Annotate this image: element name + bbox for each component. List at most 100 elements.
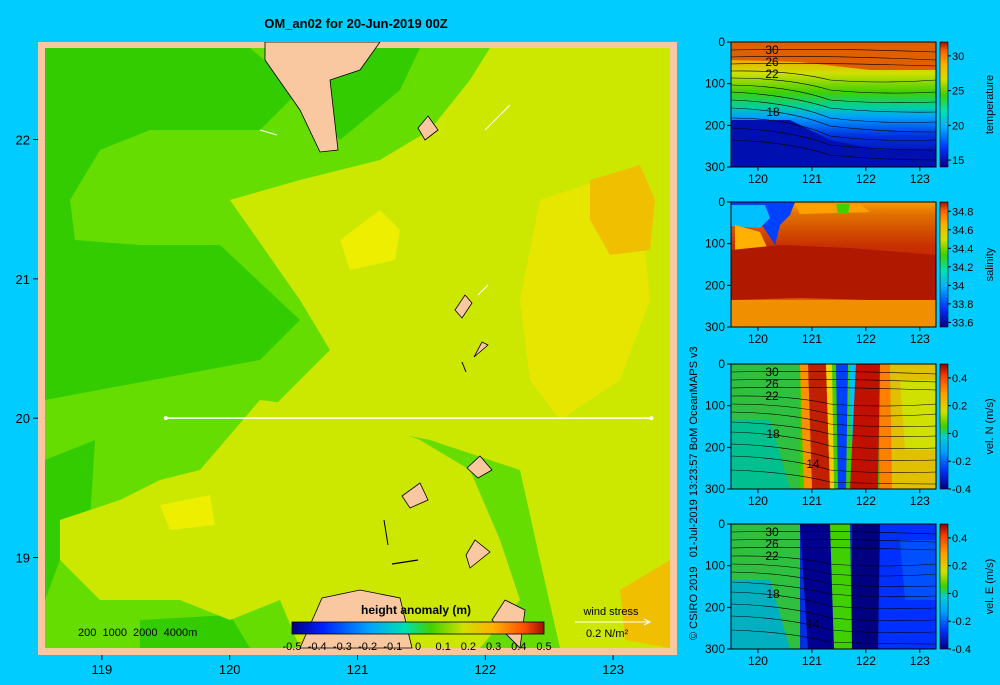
- salinity-colorbar: [939, 201, 949, 328]
- section-x-tick-label: 122: [856, 654, 876, 668]
- section-x-tick-label: 121: [802, 332, 822, 346]
- colorbar-tick-label: 0.4: [511, 641, 526, 653]
- colorbar-tick-label: -0.1: [383, 641, 402, 653]
- section-x-tick-label: 120: [748, 494, 768, 508]
- colorbar-tick-label: 20: [952, 120, 964, 132]
- contour-label: 26: [765, 537, 779, 551]
- section-y-tick-label: 0: [718, 357, 725, 371]
- colorbar-tick-label: 30: [952, 51, 964, 63]
- colorbar-tick-label: 34: [952, 280, 964, 292]
- colorbar-tick-label: -0.4: [952, 484, 971, 496]
- section-y-tick-label: 100: [705, 559, 725, 573]
- colorbar-tick-label: 0: [952, 428, 958, 440]
- colorbar-tick-label: 34.8: [952, 206, 973, 218]
- colorbar-tick-label: -0.4: [952, 644, 971, 656]
- section-y-tick-label: 200: [705, 118, 725, 132]
- section-x-tick-label: 123: [910, 654, 930, 668]
- map-x-tick-label: 123: [602, 662, 624, 677]
- contour-label: 22: [765, 67, 779, 81]
- section-y-tick-label: 200: [705, 440, 725, 454]
- section-x-tick-label: 120: [748, 332, 768, 346]
- section-y-tick-label: 100: [705, 237, 725, 251]
- colorbar-tick-label: -0.2: [952, 616, 971, 628]
- map-x-tick-label: 122: [474, 662, 496, 677]
- salinity-panel: 120 121 122 123 0 100 200 300 33.6 33.8 34 34.2 34.4…: [705, 195, 996, 346]
- colorbar-tick-label: 34.2: [952, 262, 973, 274]
- section-x-tick-label: 123: [910, 332, 930, 346]
- map-x-tick-label: 119: [92, 662, 113, 677]
- contour-label: 18: [766, 105, 780, 119]
- section-y-tick-label: 300: [705, 320, 725, 334]
- temperature-colorbar: [939, 41, 949, 168]
- colorbar-tick-label: 0.2: [952, 561, 967, 573]
- colorbar-tick-label: 0.2: [952, 401, 967, 413]
- colorbar-tick-label: -0.5: [283, 641, 302, 653]
- section-y-tick-label: 0: [718, 35, 725, 49]
- section-y-tick-label: 200: [705, 600, 725, 614]
- contour-label: 30: [765, 365, 779, 379]
- contour-label: 22: [765, 389, 779, 403]
- map-y-tick-label: 20: [16, 411, 30, 426]
- vel-n-colorbar: [939, 363, 949, 490]
- colorbar-tick-label: -0.3: [333, 641, 352, 653]
- section-y-tick-label: 0: [718, 517, 725, 531]
- colorbar-tick-label: 25: [952, 86, 964, 98]
- contour-label: 14: [806, 457, 820, 471]
- section-x-tick-label: 120: [748, 172, 768, 186]
- section-x-tick-label: 122: [856, 494, 876, 508]
- colorbar-tick-label: 0.5: [536, 641, 551, 653]
- colorbar-tick-label: -0.4: [308, 641, 327, 653]
- colorbar-tick-label: 15: [952, 155, 964, 167]
- bathymetry-legend: 200 1000 2000 4000m: [78, 627, 197, 639]
- colorbar-label: vel. N (m/s): [984, 398, 996, 454]
- section-x-tick-label: 123: [910, 494, 930, 508]
- colorbar-ticks: -0.5 -0.4 -0.3 -0.2 -0.1 0 0.1 0.2 0.3 0.4 0.5: [283, 641, 552, 653]
- map-y-tick-label: 21: [16, 272, 30, 287]
- contour-label: 26: [765, 377, 779, 391]
- section-y-tick-label: 0: [718, 195, 725, 209]
- colorbar-label: salinity: [984, 247, 996, 281]
- vel-e-colorbar: [939, 523, 949, 650]
- contour-label: 30: [765, 43, 779, 57]
- map-y-tick-label: 19: [16, 550, 30, 565]
- colorbar-title: height anomaly (m): [361, 603, 471, 617]
- section-y-tick-label: 200: [705, 278, 725, 292]
- colorbar-tick-label: 34.6: [952, 225, 973, 237]
- section-x-tick-label: 120: [748, 654, 768, 668]
- map-x-tick-label: 120: [219, 662, 241, 677]
- contour-label: 26: [765, 55, 779, 69]
- colorbar-label: vel. E (m/s): [984, 559, 996, 615]
- map-axes: 119 120 121 122 123 19 20 21 22: [16, 133, 624, 677]
- colorbar-tick-label: 33.6: [952, 317, 973, 329]
- colorbar-tick-label: -0.2: [358, 641, 377, 653]
- map-y-tick-label: 22: [16, 133, 30, 148]
- map-x-tick-label: 121: [347, 662, 369, 677]
- page-title: OM_an02 for 20-Jun-2019 00Z: [264, 16, 448, 31]
- wind-stress-scale: 0.2 N/m²: [586, 628, 629, 640]
- section-y-tick-label: 300: [705, 160, 725, 174]
- colorbar-tick-label: 0.2: [461, 641, 476, 653]
- section-y-tick-label: 300: [705, 482, 725, 496]
- map-panel: 119 120 121 122 123 19 20 21 22 200 1000 2000 40…: [16, 42, 677, 677]
- contour-label: 22: [765, 549, 779, 563]
- section-x-tick-label: 121: [802, 172, 822, 186]
- contour-label: 18: [766, 427, 780, 441]
- colorbar-tick-label: -0.2: [952, 456, 971, 468]
- colorbar-tick-label: 0.4: [952, 533, 967, 545]
- colorbar-tick-label: 33.8: [952, 299, 973, 311]
- colorbar-tick-label: 0.4: [952, 373, 967, 385]
- colorbar-tick-label: 34.4: [952, 243, 973, 255]
- section-x-tick-label: 122: [856, 332, 876, 346]
- colorbar-tick-label: 0.3: [486, 641, 501, 653]
- height-anomaly-field: [45, 42, 670, 649]
- section-x-tick-label: 121: [802, 654, 822, 668]
- contour-label: 14: [806, 617, 820, 631]
- wind-stress-label: wind stress: [582, 606, 639, 618]
- colorbar-tick-label: 0: [415, 641, 421, 653]
- section-x-tick-label: 123: [910, 172, 930, 186]
- contour-label: 30: [765, 525, 779, 539]
